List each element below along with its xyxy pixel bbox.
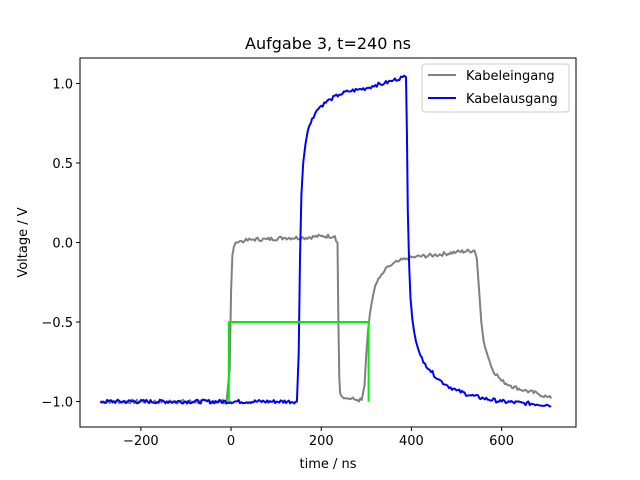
x-axis-label: time / ns <box>299 457 356 472</box>
legend-label-kabelausgang: Kabelausgang <box>466 92 558 107</box>
series-line-reference-pulse <box>227 321 370 402</box>
legend-box <box>421 63 570 113</box>
y-tick-label: 0.0 <box>52 237 73 252</box>
tick-layer: −200 0 200 400 600 −1.0 −0.5 0.0 0.5 1.0 <box>41 77 514 449</box>
legend-label-kabeleingang: Kabeleingang <box>466 69 555 84</box>
legend: Kabeleingang Kabelausgang <box>421 63 570 113</box>
chart-title: Aufgabe 3, t=240 ns <box>245 34 411 53</box>
x-tick-label: 200 <box>309 434 334 449</box>
y-tick-label: 1.0 <box>52 77 73 92</box>
y-axis-label: Voltage / V <box>16 207 31 277</box>
x-tick-label: 400 <box>399 434 424 449</box>
x-tick-label: 600 <box>489 434 514 449</box>
y-tick-label: −1.0 <box>41 396 73 411</box>
series-layer <box>99 74 553 408</box>
y-tick-label: −0.5 <box>41 316 73 331</box>
y-tick-label: 0.5 <box>52 157 73 172</box>
x-tick-label: −200 <box>123 434 159 449</box>
series-line-kabelausgang <box>99 74 552 408</box>
x-tick-label: 0 <box>227 434 235 449</box>
